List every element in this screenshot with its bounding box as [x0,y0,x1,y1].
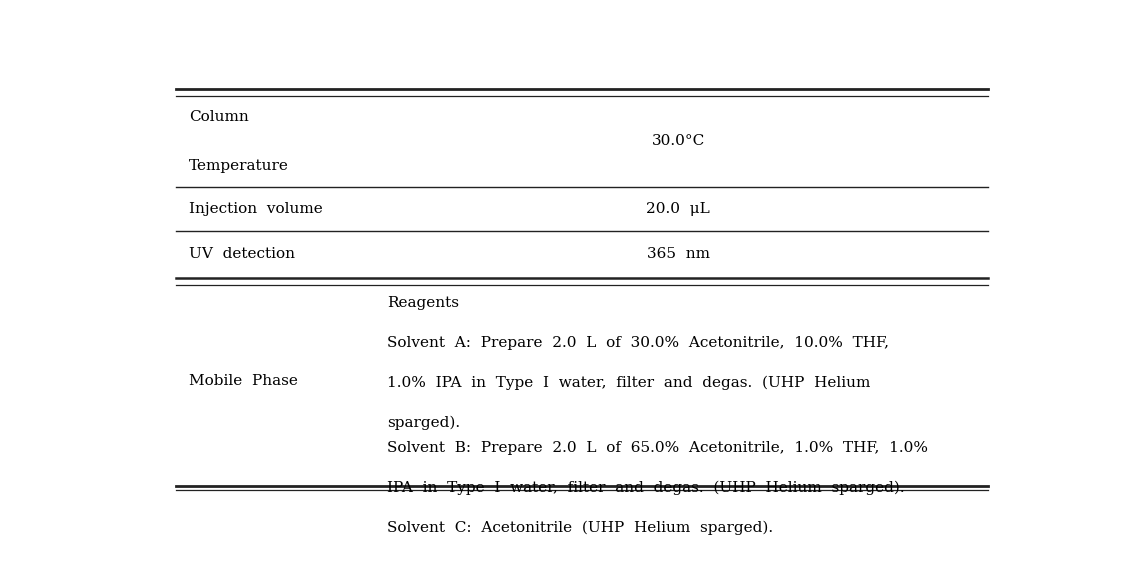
Text: Column: Column [189,110,249,124]
Text: 20.0  μL: 20.0 μL [646,202,710,216]
Text: Reagents: Reagents [388,295,459,310]
Text: UV  detection: UV detection [189,247,295,262]
Text: 30.0°C: 30.0°C [651,134,704,149]
Text: Solvent  A:  Prepare  2.0  L  of  30.0%  Acetonitrile,  10.0%  THF,: Solvent A: Prepare 2.0 L of 30.0% Aceton… [388,336,889,350]
Text: Mobile  Phase: Mobile Phase [189,374,298,388]
Text: 365  nm: 365 nm [647,247,710,262]
Text: Injection  volume: Injection volume [189,202,322,216]
Text: Solvent  C:  Acetonitrile  (UHP  Helium  sparged).: Solvent C: Acetonitrile (UHP Helium spar… [388,521,773,535]
Text: IPA  in  Type  I  water,  filter  and  degas.  (UHP  Helium  sparged).: IPA in Type I water, filter and degas. (… [388,481,905,495]
Text: Temperature: Temperature [189,159,289,173]
Text: 1.0%  IPA  in  Type  I  water,  filter  and  degas.  (UHP  Helium: 1.0% IPA in Type I water, filter and deg… [388,376,870,390]
Text: sparged).: sparged). [388,415,460,430]
Text: Solvent  B:  Prepare  2.0  L  of  65.0%  Acetonitrile,  1.0%  THF,  1.0%: Solvent B: Prepare 2.0 L of 65.0% Aceton… [388,441,929,455]
